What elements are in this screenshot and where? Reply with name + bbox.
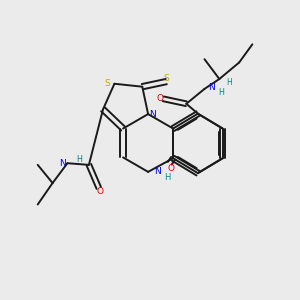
Text: O: O bbox=[168, 164, 175, 173]
Text: H: H bbox=[218, 88, 224, 97]
Text: N: N bbox=[149, 110, 156, 118]
Text: H: H bbox=[226, 78, 232, 87]
Text: O: O bbox=[157, 94, 164, 103]
Text: H: H bbox=[76, 155, 82, 164]
Text: N: N bbox=[154, 167, 161, 176]
Text: S: S bbox=[164, 74, 169, 83]
Text: S: S bbox=[104, 79, 110, 88]
Text: O: O bbox=[97, 187, 104, 196]
Text: N: N bbox=[208, 83, 215, 92]
Text: H: H bbox=[164, 173, 171, 182]
Text: N: N bbox=[59, 159, 66, 168]
